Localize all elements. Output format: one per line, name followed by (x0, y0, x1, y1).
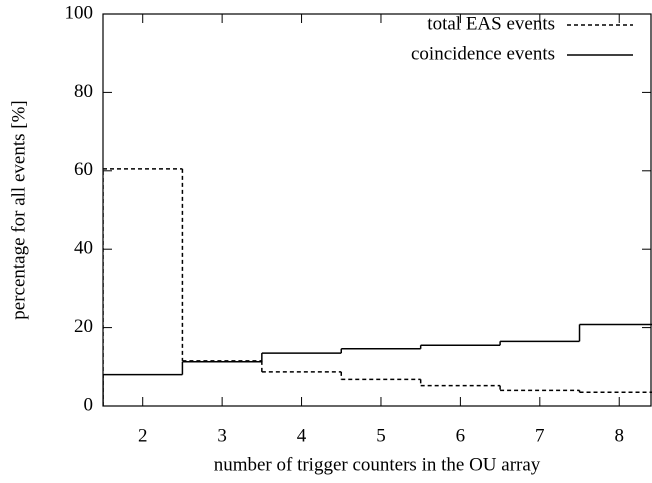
y-tick-label: 40 (74, 238, 93, 259)
y-axis-label: percentage for all events [%] (8, 100, 29, 319)
y-tick-label: 20 (74, 316, 93, 337)
x-tick-label: 8 (614, 425, 624, 446)
y-tick-label: 80 (74, 81, 93, 102)
x-tick-label: 4 (297, 425, 307, 446)
x-tick-label: 5 (376, 425, 386, 446)
y-tick-label: 0 (84, 394, 94, 415)
x-tick-label: 6 (456, 425, 466, 446)
legend-label: total EAS events (427, 13, 555, 34)
x-tick-label: 7 (535, 425, 545, 446)
x-tick-label: 3 (217, 425, 227, 446)
plot-frame (102, 13, 652, 407)
x-axis-label: number of trigger counters in the OU arr… (214, 454, 541, 475)
x-tick-label: 2 (138, 425, 148, 446)
legend-label: coincidence events (411, 43, 555, 64)
y-tick-label: 100 (65, 2, 94, 23)
y-tick-label: 60 (74, 159, 93, 180)
plot-area (103, 168, 652, 406)
